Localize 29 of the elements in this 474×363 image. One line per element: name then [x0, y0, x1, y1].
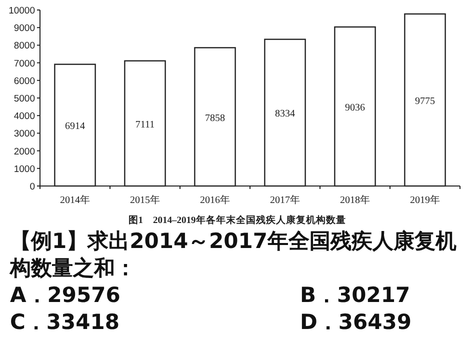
data-label: 7111 — [135, 119, 155, 130]
text: D．36439 — [300, 309, 412, 336]
y-tick-label: 10000 — [8, 6, 35, 16]
text: B．30217 — [300, 282, 412, 309]
x-tick-label: 2016年 — [200, 194, 230, 206]
y-tick-label: 9000 — [14, 23, 35, 34]
x-tick-label: 2017年 — [270, 194, 300, 206]
x-tick-label: 2015年 — [130, 194, 160, 206]
text: C．33418 — [10, 309, 120, 336]
x-tick-label: 2019年 — [410, 194, 440, 206]
x-tick-label: 2018年 — [340, 194, 370, 206]
text: A．29576 — [10, 282, 122, 309]
data-label: 8334 — [275, 108, 295, 120]
data-label: 9775 — [415, 96, 435, 107]
y-tick-label: 6000 — [14, 76, 35, 87]
data-label: 7858 — [205, 112, 225, 124]
text: 【例1】求出2014～2017年全国残疾人康复机构数量之和： — [10, 228, 458, 282]
y-tick-label: 3000 — [14, 128, 35, 140]
x-tick-label: 2014年 — [60, 194, 90, 206]
y-tick-label: 0 — [30, 182, 35, 192]
y-tick-label: 1000 — [14, 164, 35, 175]
y-tick-label: 2000 — [14, 146, 35, 158]
y-tick-label: 5000 — [14, 94, 35, 104]
data-label: 6914 — [65, 121, 85, 132]
y-tick-label: 7000 — [14, 58, 35, 70]
text: 图1 2014–2019年各年末全国残疾人康复机构数量 — [128, 214, 346, 226]
data-label: 9036 — [345, 102, 365, 114]
y-tick-label: 4000 — [14, 111, 35, 122]
y-tick-label: 8000 — [14, 40, 35, 52]
